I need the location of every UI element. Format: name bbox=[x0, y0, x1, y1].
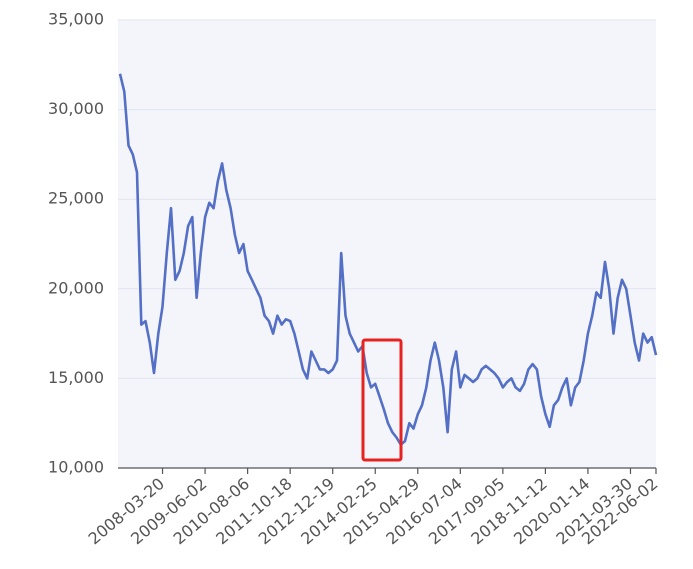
grid bbox=[118, 19, 657, 474]
plot-background bbox=[118, 20, 656, 468]
y-tick-label: 10,000 bbox=[48, 458, 104, 477]
y-tick-label: 15,000 bbox=[48, 368, 104, 387]
highlight-box bbox=[361, 338, 403, 462]
y-tick-label: 20,000 bbox=[48, 278, 104, 297]
marks bbox=[118, 73, 658, 447]
y-tick-label: 25,000 bbox=[48, 189, 104, 208]
y-tick-label: 30,000 bbox=[48, 99, 104, 118]
y-tick-label: 35,000 bbox=[48, 10, 104, 29]
line-series bbox=[118, 73, 658, 447]
